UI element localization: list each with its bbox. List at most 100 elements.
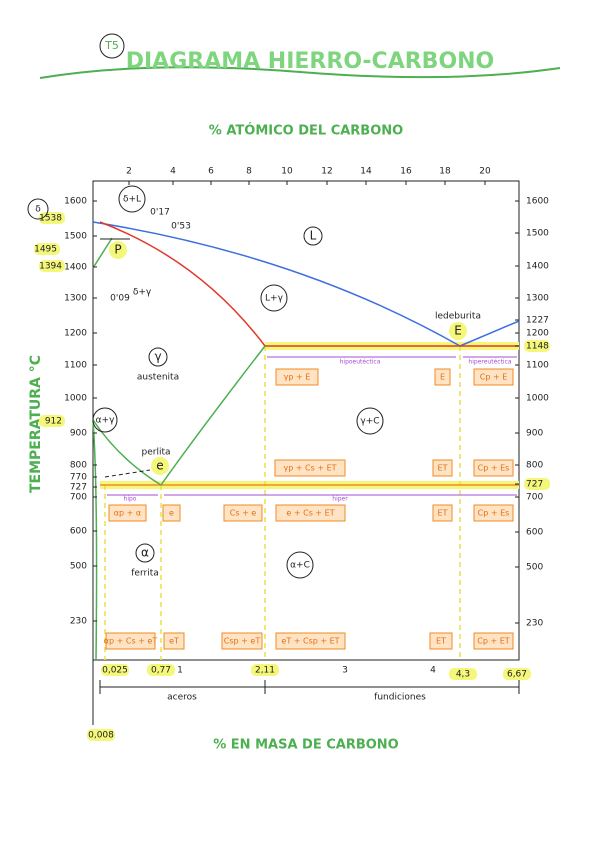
bottom-tick-label: 0,008 [88, 731, 114, 741]
top-tick-label: 12 [321, 167, 332, 177]
bottom-tick-label: 0,025 [102, 666, 128, 676]
top-tick-label: 4 [170, 167, 176, 177]
bottom-tick-label: 4,3 [456, 670, 470, 680]
top-tick-label: 20 [479, 167, 491, 177]
bottom-tick-label: 6,67 [507, 670, 527, 680]
point-e [151, 457, 169, 475]
range-arrows [92, 660, 520, 725]
top-tick-label: 10 [281, 167, 293, 177]
right-tick-label: 230 [526, 619, 543, 629]
highlight [87, 729, 115, 741]
phase-box-label: Cp + ET [477, 637, 510, 646]
bottom-tick-label: 1 [177, 666, 183, 676]
highlight [449, 668, 477, 680]
region-label: ferrita [131, 569, 159, 579]
phase-box [432, 504, 453, 522]
right-tick-label: 1200 [526, 329, 549, 339]
phase-box [473, 504, 514, 522]
top-tick-label: 18 [439, 167, 451, 177]
left-tick-label: 1538 [39, 214, 62, 224]
left-tick-label: 230 [70, 617, 87, 627]
region-ring [27, 198, 49, 220]
left-tick-label: 900 [70, 429, 87, 439]
highlight [524, 478, 550, 490]
region-label: δ+γ [133, 288, 152, 298]
right-tick-label: 1227 [526, 316, 549, 326]
region-ring [135, 543, 155, 563]
region-label: E [454, 324, 462, 338]
phase-box [473, 459, 514, 477]
range-label: aceros [167, 693, 197, 703]
left-tick-label: 1394 [39, 262, 62, 272]
badge-circle [99, 33, 125, 59]
left-tick-label: 1500 [64, 232, 87, 242]
right-tick-label: 1400 [526, 262, 549, 272]
region-label: γ [154, 350, 161, 364]
bottom-tick-label: 4 [430, 666, 436, 676]
highlight [101, 664, 129, 676]
region-ring [92, 407, 118, 433]
bottom-tick-label: 3 [342, 666, 348, 676]
region-label: 0'17 [150, 208, 170, 218]
top-tick-label: 16 [400, 167, 412, 177]
region-label: α+C [290, 561, 310, 571]
right-tick-label: 900 [526, 429, 543, 439]
point-p [109, 241, 127, 259]
phase-box [221, 632, 263, 650]
region-label: L [310, 229, 317, 243]
phase-box-label: ET [438, 464, 448, 473]
phase-box-label: ET [438, 509, 448, 518]
region-label: 0'53 [171, 222, 191, 232]
right-tick-label: 600 [526, 528, 543, 538]
bottom-axis-title: % EN MASA DE CARBONO [213, 738, 399, 753]
phase-box-label: Cp + Es [478, 509, 510, 518]
right-tick-label: 700 [526, 493, 543, 503]
region-label: δ+L [123, 195, 141, 205]
region-ring [356, 407, 384, 435]
phase-box-label: eT + Csp + ET [281, 637, 339, 646]
right-tick-label: 1600 [526, 197, 549, 207]
zone-label: hipereutéctica [468, 359, 511, 366]
phase-box-label: αp + α [114, 509, 141, 518]
phase-box-label: γp + Cs + ET [283, 464, 336, 473]
left-tick-label: 800 [70, 461, 87, 471]
plot-frame [92, 180, 520, 661]
region-label: e [156, 459, 163, 473]
region-ring [148, 347, 168, 367]
phase-box [432, 459, 453, 477]
region-label: δ [35, 205, 41, 215]
solidus [99, 221, 519, 347]
highlight [147, 664, 175, 676]
right-tick-label: 1100 [526, 361, 549, 371]
left-tick-label: 1100 [64, 361, 87, 371]
green-lines [92, 237, 266, 661]
phase-box [429, 632, 453, 650]
phase-box [162, 504, 181, 522]
region-ring [286, 551, 314, 579]
phase-box-label: Csp + eT [224, 637, 261, 646]
top-axis-title: % ATÓMICO DEL CARBONO [209, 123, 403, 139]
left-tick-label: 1200 [64, 329, 87, 339]
highlight [524, 340, 550, 352]
region-ring [303, 226, 323, 246]
swoosh [39, 66, 561, 79]
phase-box [105, 632, 156, 650]
right-tick-label: 500 [526, 563, 543, 573]
region-label: α+γ [96, 416, 115, 426]
top-tick-label: 6 [208, 167, 214, 177]
highlight [39, 260, 65, 272]
phase-box [274, 459, 346, 477]
left-tick-label: 1400 [64, 263, 87, 273]
point-E [449, 322, 467, 340]
region-ring [260, 284, 288, 312]
right-tick-label: 1300 [526, 294, 549, 304]
phase-box [434, 368, 451, 386]
phase-box-label: Cs + e [230, 509, 257, 518]
region-label: P [114, 243, 121, 257]
zone-label: hiper [332, 496, 348, 503]
right-tick-label: 800 [526, 461, 543, 471]
phase-box-label: e + Cs + ET [286, 509, 334, 518]
dashed-770 [104, 469, 151, 478]
title: DIAGRAMA HIERRO-CARBONO [126, 49, 495, 74]
left-tick-label: 1600 [64, 197, 87, 207]
